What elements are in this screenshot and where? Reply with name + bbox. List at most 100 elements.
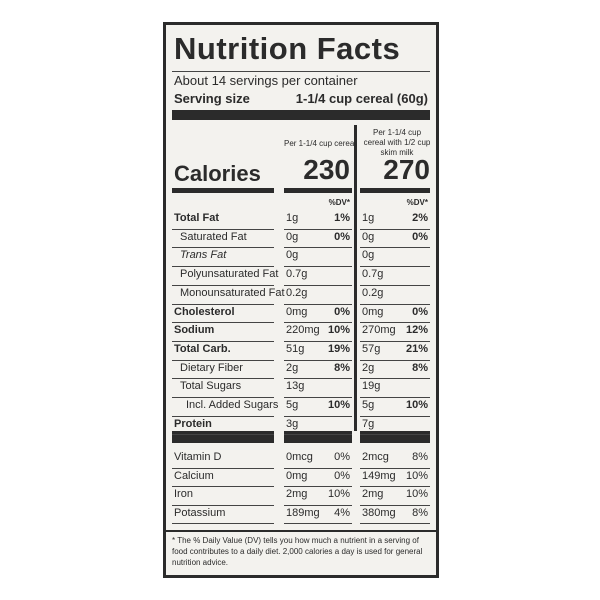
amount: 0.7g: [362, 268, 384, 281]
daily-value: 0%: [334, 230, 350, 243]
daily-value: 10%: [405, 469, 428, 482]
rule: [172, 303, 274, 305]
daily-value: 1%: [334, 212, 350, 224]
daily-value: 10%: [405, 488, 428, 500]
daily-value: 0%: [412, 305, 428, 318]
nutrient-name: Cholesterol: [174, 305, 235, 318]
rule: [284, 415, 352, 417]
thick-rule: [172, 110, 430, 120]
column-header: Per 1-1/4 cup cereal with 1/2 cup skim m…: [363, 128, 431, 157]
amount: 0.2g: [362, 286, 384, 299]
daily-value: 0%: [412, 230, 428, 243]
column-header: Per 1-1/4 cup cereal: [284, 139, 357, 148]
rule: [172, 340, 274, 342]
rule: [360, 228, 430, 230]
nutrient-name: Potassium: [174, 506, 226, 519]
daily-value: 4%: [334, 506, 350, 519]
amount: 0.7g: [286, 268, 308, 281]
rule: [284, 523, 352, 524]
amount: 2g: [362, 361, 375, 374]
amount: 220mg: [286, 324, 320, 337]
footnote: * The % Daily Value (DV) tells you how m…: [172, 536, 423, 567]
rule: [172, 266, 274, 268]
rule: [172, 322, 274, 324]
amount: 51g: [286, 342, 305, 355]
amount: 1g: [286, 212, 299, 224]
daily-value: 8%: [334, 361, 350, 374]
rule: [360, 486, 430, 487]
daily-value: 0%: [334, 469, 350, 482]
rule: [360, 284, 430, 286]
amount: 7g: [362, 417, 375, 430]
nutrient-name: Calcium: [174, 469, 214, 482]
amount: 0g: [362, 230, 375, 243]
amount: 2mg: [362, 488, 384, 500]
rule: [360, 504, 430, 506]
rule: [360, 247, 430, 249]
daily-value: 12%: [405, 324, 428, 337]
amount: 13g: [286, 380, 305, 393]
rule: [172, 228, 274, 230]
nutrient-name: Total Sugars: [180, 380, 242, 393]
rule: [172, 434, 274, 436]
amount: 57g: [362, 342, 381, 355]
amount: 5g: [286, 399, 299, 411]
calories-value: 270: [383, 154, 430, 185]
amount: 5g: [362, 399, 375, 411]
amount: 189mg: [286, 506, 320, 519]
rule: [360, 322, 430, 324]
rule: [172, 284, 274, 286]
rule: [360, 397, 430, 398]
nutrient-name: Polyunsaturated Fat: [180, 268, 279, 281]
daily-value: 10%: [327, 324, 350, 337]
amount: 0g: [286, 249, 299, 262]
thick-rule: [172, 431, 274, 443]
calories-value: 230: [303, 154, 350, 185]
amount: 2g: [286, 361, 299, 374]
rule: [284, 378, 352, 380]
thick-rule: [172, 188, 274, 193]
nutrition-label: Nutrition Facts About 14 servings per co…: [163, 22, 439, 578]
daily-value: 0%: [334, 305, 350, 318]
amount: 149mg: [362, 469, 396, 482]
rule: [284, 247, 352, 249]
dv-header: %DV*: [328, 198, 350, 207]
daily-value: 8%: [412, 451, 428, 463]
amount: 2mg: [286, 488, 308, 500]
nutrient-name: Vitamin D: [174, 451, 222, 463]
rule: [360, 434, 430, 436]
amount: 0g: [362, 249, 375, 262]
rule: [284, 303, 352, 305]
rule: [172, 378, 274, 380]
rule: [284, 397, 352, 398]
nutrient-name: Dietary Fiber: [180, 361, 243, 374]
rule: [360, 266, 430, 268]
nutrient-name: Sodium: [174, 324, 215, 337]
nutrient-name: Saturated Fat: [180, 230, 247, 243]
amount: 0.2g: [286, 286, 308, 299]
rule: [360, 467, 430, 469]
daily-value: 8%: [412, 506, 428, 519]
amount: 2mcg: [362, 451, 389, 463]
amount: 1g: [362, 212, 375, 224]
amount: 0mg: [286, 469, 308, 482]
rule: [284, 486, 352, 487]
amount: 3g: [286, 417, 299, 430]
thick-rule: [284, 431, 352, 443]
serving-size-value: 1-1/4 cup cereal (60g): [295, 91, 428, 106]
rule: [172, 397, 274, 398]
rule: [166, 530, 436, 532]
nutrient-name: Monounsaturated Fat: [180, 286, 285, 299]
rule: [360, 523, 430, 524]
daily-value: 10%: [327, 488, 350, 500]
rule: [172, 71, 430, 72]
rule: [172, 247, 274, 249]
daily-value: 8%: [412, 361, 428, 374]
nutrient-name: Trans Fat: [180, 249, 227, 262]
daily-value: 21%: [405, 342, 428, 355]
rule: [360, 340, 430, 342]
column-divider: [354, 125, 357, 431]
serving-size-label: Serving size: [174, 91, 250, 106]
amount: 0mg: [362, 305, 384, 318]
daily-value: 0%: [334, 451, 350, 463]
